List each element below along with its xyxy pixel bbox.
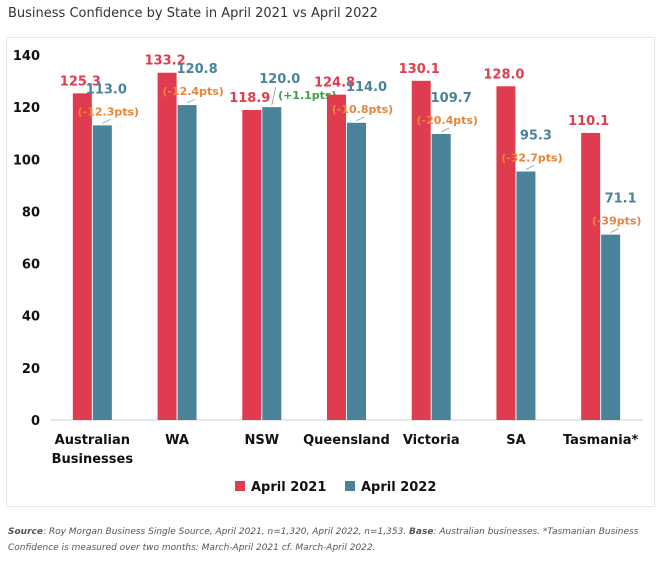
x-category-label: Australian	[55, 433, 130, 448]
legend-label-april-2021: April 2021	[251, 480, 326, 495]
value-label-april-2022: 109.7	[431, 91, 472, 106]
change-label: (-10.8pts)	[332, 103, 393, 116]
base-label: Base	[409, 527, 434, 537]
x-category-label: Businesses	[52, 452, 134, 467]
change-label: (-20.4pts)	[416, 114, 477, 127]
value-label-april-2021: 110.1	[568, 114, 609, 129]
leader-line	[102, 119, 111, 124]
change-label: (+1.1pts)	[278, 89, 336, 102]
leader-line	[356, 116, 365, 122]
bar-april-2022	[177, 105, 197, 421]
x-category-label: Victoria	[403, 433, 460, 448]
bar-april-2021	[327, 94, 346, 420]
bar-april-2022	[92, 125, 112, 421]
change-label: (-32.7pts)	[501, 152, 562, 165]
bar-april-2021	[72, 93, 92, 420]
value-label-april-2021: 128.0	[483, 67, 524, 82]
bar-april-2022	[516, 171, 536, 420]
leader-line	[525, 165, 535, 170]
value-label-april-2022: 95.3	[520, 129, 552, 144]
bar-april-2021	[242, 110, 262, 420]
y-tick-label: 40	[22, 310, 40, 325]
chart-frame	[6, 37, 655, 507]
value-label-april-2021: 133.2	[145, 54, 186, 69]
value-label-april-2021: 130.1	[399, 62, 440, 77]
bar-april-2022	[431, 133, 451, 420]
y-tick-label: 100	[13, 153, 40, 168]
value-label-april-2021: 118.9	[229, 91, 270, 106]
value-label-april-2022: 120.0	[259, 72, 300, 87]
footnote: Source: Roy Morgan Business Single Sourc…	[8, 524, 648, 556]
y-tick-label: 80	[22, 205, 40, 220]
value-label-april-2021: 124.8	[314, 76, 355, 91]
x-category-label: NSW	[244, 433, 279, 448]
base-text: : Australian businesses. *Tasmanian Busi…	[8, 527, 639, 553]
value-label-april-2022: 120.8	[177, 62, 218, 77]
bar-april-2021	[411, 80, 431, 420]
y-tick-label: 20	[22, 362, 40, 377]
bar-april-2022	[347, 122, 366, 421]
value-label-april-2022: 114.0	[346, 80, 387, 95]
value-label-april-2022: 71.1	[605, 192, 637, 207]
x-category-label: WA	[165, 433, 189, 448]
legend-label-april-2022: April 2022	[361, 480, 436, 495]
change-label: (-12.3pts)	[78, 105, 139, 118]
y-tick-label: 0	[31, 414, 40, 429]
leader-line	[610, 228, 619, 233]
change-label: (-12.4pts)	[162, 85, 223, 98]
bar-april-2021	[157, 72, 177, 420]
value-label-april-2022: 113.0	[86, 82, 127, 97]
bar-april-2022	[262, 107, 282, 421]
y-tick-label: 140	[13, 49, 40, 64]
x-category-label: SA	[506, 433, 525, 448]
leader-line	[441, 127, 450, 133]
legend-swatch-april-2021	[235, 481, 245, 491]
x-category-label: Queensland	[303, 433, 390, 448]
bar-april-2021	[581, 132, 601, 421]
y-tick-label: 60	[22, 258, 40, 273]
leader-line	[271, 87, 277, 106]
value-label-april-2021: 125.3	[60, 74, 101, 89]
bar-april-2021	[496, 86, 516, 421]
leader-line	[186, 98, 196, 104]
change-label: (-39pts)	[592, 215, 642, 228]
chart-title: Business Confidence by State in April 20…	[8, 6, 378, 21]
source-text: : Roy Morgan Business Single Source, Apr…	[42, 527, 410, 537]
x-category-label: Tasmania*	[563, 433, 639, 448]
source-label: Source	[8, 527, 43, 537]
bar-april-2022	[601, 234, 621, 420]
y-tick-label: 120	[13, 101, 40, 116]
legend-swatch-april-2022	[345, 481, 355, 491]
